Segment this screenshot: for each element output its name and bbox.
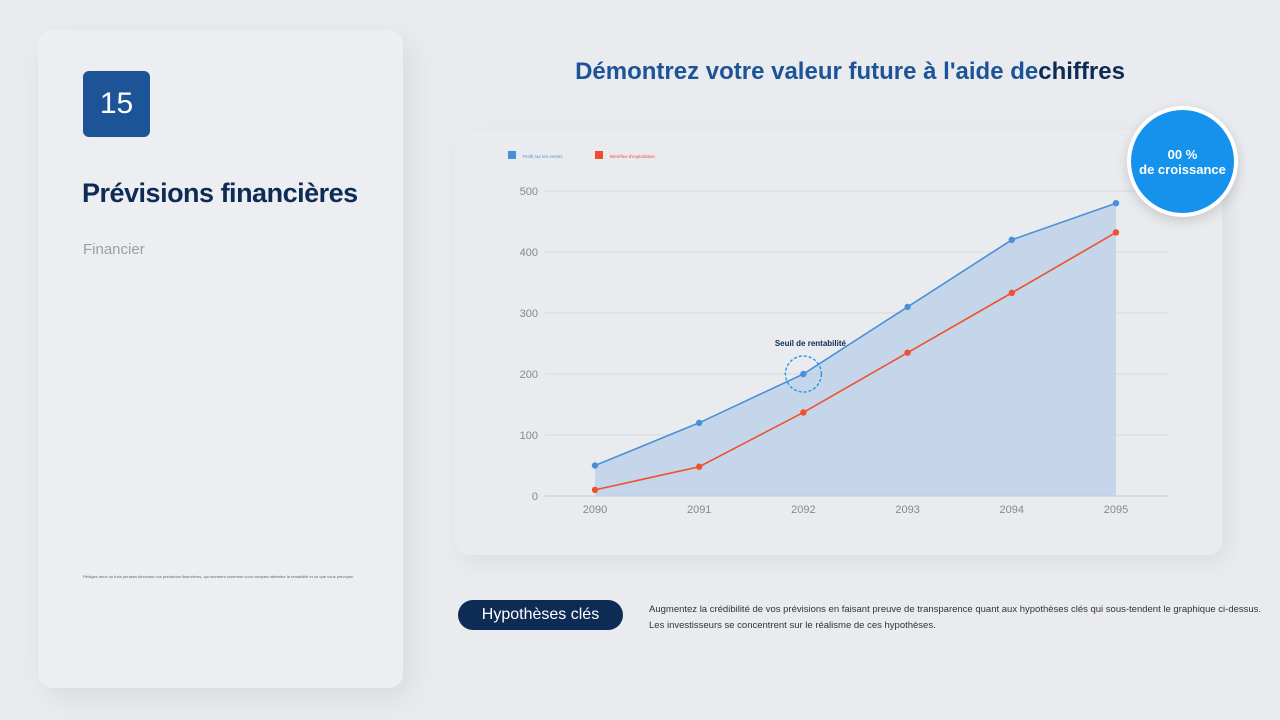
y-tick-label: 100 bbox=[520, 430, 538, 442]
legend-label: Profit sur les ventes bbox=[523, 154, 563, 159]
x-tick-label: 2093 bbox=[895, 504, 919, 516]
data-point bbox=[800, 409, 807, 416]
growth-value: 00 % bbox=[1167, 146, 1198, 162]
x-tick-label: 2095 bbox=[1104, 504, 1128, 516]
legend-swatch bbox=[508, 151, 516, 159]
section-subtitle: Financier bbox=[83, 241, 145, 258]
y-tick-label: 0 bbox=[532, 491, 538, 503]
y-tick-label: 500 bbox=[520, 186, 538, 198]
x-tick-label: 2092 bbox=[791, 504, 815, 516]
hypotheses-label: Hypothèses clés bbox=[458, 600, 623, 630]
x-tick-label: 2094 bbox=[1000, 504, 1024, 516]
data-point bbox=[696, 419, 703, 426]
x-tick-label: 2091 bbox=[687, 504, 711, 516]
data-point bbox=[1112, 200, 1120, 207]
page-title: Démontrez votre valeur future à l'aide d… bbox=[420, 58, 1280, 86]
desc-line: Les investisseurs se concentrent sur le … bbox=[649, 620, 936, 631]
data-point bbox=[800, 370, 807, 378]
series-area bbox=[595, 203, 1116, 496]
data-point bbox=[591, 486, 599, 494]
series-line bbox=[594, 202, 1117, 467]
desc-line: Augmentez la crédibilité de vos prévisio… bbox=[649, 604, 1262, 615]
data-point bbox=[1008, 236, 1015, 243]
data-point bbox=[591, 462, 599, 469]
hypotheses-description: Augmentez la crédibilité de vos prévisio… bbox=[649, 602, 1261, 634]
annotation-circle bbox=[784, 355, 823, 393]
side-panel: 15 Prévisions financières Financier Rédi… bbox=[38, 30, 403, 688]
data-point bbox=[904, 303, 911, 311]
title-part-dark: chiffres bbox=[1038, 58, 1125, 85]
annotation-label: Seuil de rentabilité bbox=[775, 339, 847, 348]
y-tick-label: 400 bbox=[520, 247, 538, 259]
data-point bbox=[1112, 229, 1120, 236]
series-line bbox=[594, 231, 1117, 491]
title-part: Démontrez votre valeur future à l'aide d… bbox=[575, 58, 1039, 85]
growth-badge: 00 % de croissance bbox=[1127, 106, 1238, 217]
slide-number: 15 bbox=[83, 71, 150, 137]
data-point bbox=[904, 349, 911, 356]
data-point bbox=[696, 463, 703, 470]
x-tick-label: 2090 bbox=[583, 504, 607, 516]
y-tick-label: 200 bbox=[520, 369, 538, 381]
legend-swatch bbox=[595, 151, 603, 159]
footnote: Rédigez deux ou trois phrases décrivant … bbox=[83, 574, 355, 579]
growth-label: de croissance bbox=[1139, 161, 1226, 177]
legend-label: Bénéfice d'exploitation bbox=[610, 154, 655, 159]
section-title: Prévisions financières bbox=[82, 178, 358, 208]
data-point bbox=[1008, 289, 1015, 297]
y-tick-label: 300 bbox=[520, 308, 538, 320]
